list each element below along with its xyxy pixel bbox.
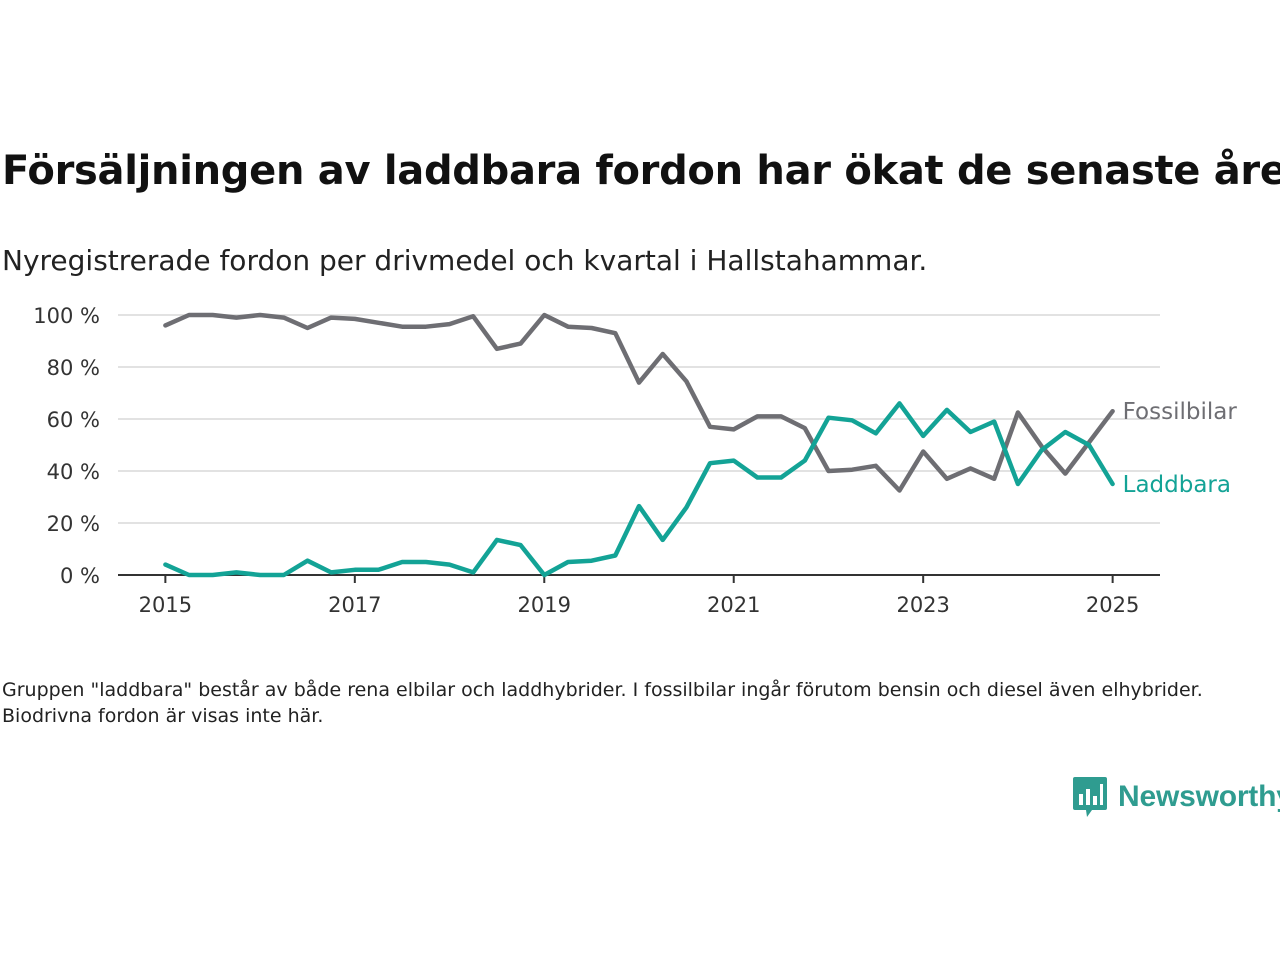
x-tick-label: 2015 bbox=[139, 593, 192, 617]
newsworthy-logo-icon bbox=[1073, 777, 1107, 817]
x-tick-label: 2019 bbox=[518, 593, 571, 617]
series-label-laddbara: Laddbara bbox=[1123, 472, 1231, 498]
chart-subtitle: Nyregistrerade fordon per drivmedel och … bbox=[2, 244, 928, 277]
y-axis: 0 % 20 % 40 % 60 % 80 % 100 % bbox=[33, 304, 100, 588]
x-tick-label: 2017 bbox=[328, 593, 381, 617]
y-tick-label: 20 % bbox=[47, 512, 100, 536]
series-line-laddbara bbox=[163, 401, 1115, 578]
series-lines bbox=[163, 312, 1115, 578]
series-line-fossilbilar bbox=[163, 312, 1115, 493]
y-tick-label: 0 % bbox=[60, 564, 100, 588]
x-tick-label: 2025 bbox=[1086, 593, 1139, 617]
y-tick-label: 100 % bbox=[33, 304, 100, 328]
brand-name: Newsworthy bbox=[1118, 780, 1280, 813]
y-tick-label: 40 % bbox=[47, 460, 100, 484]
gridlines bbox=[118, 314, 1160, 524]
y-tick-label: 80 % bbox=[47, 356, 100, 380]
footnote: Gruppen "laddbara" består av både rena e… bbox=[2, 679, 1203, 727]
line-chart: 0 % 20 % 40 % 60 % 80 % 100 % 2015 2017 2019 202… bbox=[33, 304, 1238, 617]
chart-title: Försäljningen av laddbara fordon har öka… bbox=[2, 148, 1280, 194]
x-tick-label: 2023 bbox=[896, 593, 949, 617]
series-label-fossilbilar: Fossilbilar bbox=[1123, 399, 1238, 425]
x-axis: 2015 2017 2019 2021 2023 2025 bbox=[118, 574, 1160, 617]
x-tick-label: 2021 bbox=[707, 593, 760, 617]
newsworthy-brand: Newsworthy bbox=[1072, 775, 1280, 819]
y-tick-label: 60 % bbox=[47, 408, 100, 432]
series-labels: Fossilbilar Laddbara bbox=[1123, 399, 1238, 498]
